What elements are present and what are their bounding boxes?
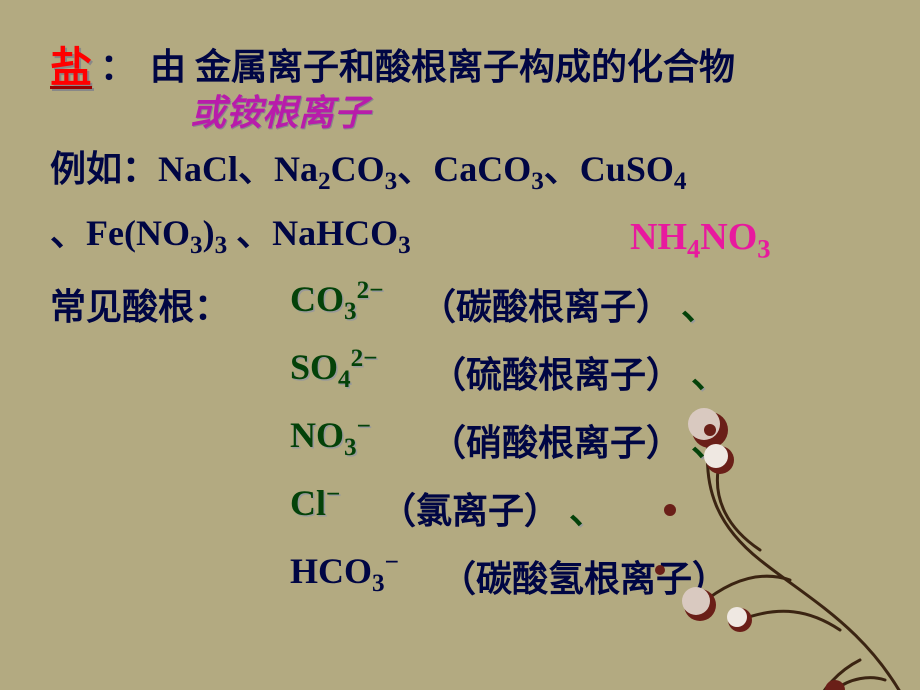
title-main: 由 金属离子和酸根离子构成的化合物 (150, 38, 735, 90)
nh4no3-formula: NH4NO3 (630, 215, 771, 259)
root-name-so4: （硫酸根离子） 、 (430, 346, 727, 398)
examples-formulas-1: NaCl、Na2CO3、CaCO3、CuSO4 (158, 149, 686, 189)
root-comma-2: 、 (691, 355, 727, 395)
root-name-no3: （硝酸根离子） 、 (430, 414, 727, 466)
root-formula-co3: CO32− (290, 278, 384, 320)
root-name-no3-text: （硝酸根离子） (430, 423, 682, 463)
root-name-cl-text: （氯离子） (380, 491, 560, 531)
root-formula-hco3: HCO3− (290, 550, 399, 592)
examples-formulas-2: 、Fe(NO3)3 、NaHCO3 (50, 213, 411, 253)
root-formula-no3: NO3− (290, 414, 371, 456)
root-formula-cl: Cl− (290, 482, 340, 524)
root-comma-4: 、 (569, 491, 605, 531)
root-formula-so4: SO42− (290, 346, 378, 388)
slide: 盐 ： 由 金属离子和酸根离子构成的化合物 或铵根离子 例如：NaCl、Na2C… (0, 0, 920, 690)
examples-line-1: 例如：NaCl、Na2CO3、CaCO3、CuSO4 (50, 148, 890, 191)
examples-label: 例如： (50, 149, 158, 189)
root-name-so4-text: （硫酸根离子） (430, 355, 682, 395)
root-name-hco3-text: （碳酸氢根离子） (440, 559, 728, 599)
common-roots-label: 常见酸根： (50, 278, 230, 330)
title-salt: 盐 (50, 34, 92, 95)
root-name-co3: （碳酸根离子） 、 (420, 278, 717, 330)
title-sub-ammonium: 或铵根离子 (190, 84, 370, 136)
root-comma-3: 、 (691, 423, 727, 463)
root-name-hco3: （碳酸氢根离子） (440, 550, 728, 602)
title-colon: ： (100, 38, 136, 90)
root-comma-1: 、 (681, 287, 717, 327)
root-name-cl: （氯离子） 、 (380, 482, 605, 534)
root-name-co3-text: （碳酸根离子） (420, 287, 672, 327)
